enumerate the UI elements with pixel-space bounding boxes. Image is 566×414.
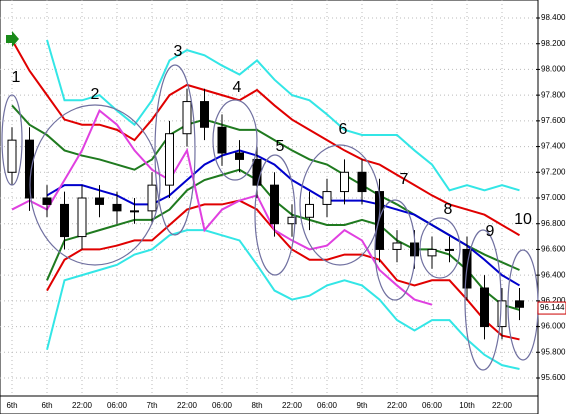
x-tick-label: 10th bbox=[459, 401, 475, 410]
candle-body bbox=[287, 216, 297, 225]
y-tick-label: 97.400 bbox=[541, 142, 566, 151]
x-tick-label: 06:00 bbox=[317, 401, 338, 410]
highlight-ellipse bbox=[29, 104, 161, 266]
candle-body bbox=[165, 133, 174, 186]
candle-body bbox=[25, 139, 34, 199]
x-tick-label: 06:00 bbox=[212, 401, 233, 410]
candle-body bbox=[270, 184, 279, 225]
y-tick-label: 98.000 bbox=[541, 65, 566, 74]
indicator-line bbox=[46, 199, 520, 341]
annotation-label: 10 bbox=[514, 211, 532, 228]
x-tick-label: 8th bbox=[251, 401, 262, 410]
x-tick-label: 7th bbox=[146, 401, 157, 410]
highlight-ellipse bbox=[419, 217, 461, 279]
candle-body bbox=[305, 203, 314, 218]
y-tick-label: 95.600 bbox=[541, 373, 566, 382]
y-tick-label: 96.400 bbox=[541, 270, 566, 279]
indicator-line bbox=[46, 149, 521, 287]
highlight-ellipse bbox=[464, 229, 502, 371]
indicator-line bbox=[46, 229, 520, 370]
annotation-label: 9 bbox=[486, 223, 495, 240]
x-tick-label: 22:00 bbox=[282, 401, 303, 410]
x-tick-label: 22:00 bbox=[177, 401, 198, 410]
annotation-label: 8 bbox=[444, 201, 453, 218]
y-tick-label: 95.800 bbox=[541, 347, 566, 356]
x-tick-label: 06:00 bbox=[107, 401, 128, 410]
annotation-label: 2 bbox=[91, 86, 100, 103]
y-tick-label: 96.800 bbox=[541, 219, 566, 228]
candle-body bbox=[480, 287, 489, 328]
x-tick-label: 06:00 bbox=[422, 401, 443, 410]
candle-body bbox=[252, 158, 262, 186]
candle-body bbox=[497, 300, 507, 328]
indicator-line bbox=[46, 39, 520, 192]
candle-body bbox=[7, 139, 17, 173]
highlight-ellipse bbox=[299, 144, 381, 266]
candle-body bbox=[235, 152, 244, 160]
y-tick-label: 97.000 bbox=[541, 193, 566, 202]
y-tick-label: 96.200 bbox=[541, 296, 566, 305]
candle-body bbox=[42, 197, 52, 205]
highlight-ellipse bbox=[154, 64, 196, 236]
last-price-label: 96.144 bbox=[540, 303, 565, 312]
x-axis-band bbox=[0, 395, 539, 414]
candle-body bbox=[112, 203, 122, 212]
annotation-label: 1 bbox=[12, 69, 21, 86]
y-tick-label: 96.000 bbox=[541, 322, 566, 331]
candle-body bbox=[322, 191, 332, 205]
highlight-ellipse bbox=[374, 199, 416, 301]
candle-body bbox=[427, 248, 437, 257]
candle-body bbox=[357, 171, 367, 193]
candle-body bbox=[147, 184, 157, 212]
highlight-ellipse bbox=[1, 94, 23, 186]
y-tick-label: 98.400 bbox=[541, 13, 566, 22]
candle-body bbox=[392, 242, 402, 250]
x-tick-label: 22:00 bbox=[72, 401, 93, 410]
candle-body bbox=[130, 210, 139, 213]
candle-body bbox=[200, 101, 209, 128]
candle-body bbox=[445, 248, 454, 251]
indicator-line bbox=[46, 168, 520, 311]
candle-body bbox=[217, 126, 227, 154]
candle-body bbox=[77, 197, 87, 238]
indicator-line bbox=[11, 108, 433, 306]
annotation-label: 6 bbox=[339, 121, 348, 138]
y-tick-label: 97.200 bbox=[541, 167, 566, 176]
y-tick-label: 97.800 bbox=[541, 90, 566, 99]
last-price-box bbox=[537, 301, 566, 315]
annotation-label: 7 bbox=[400, 171, 409, 188]
annotation-label: 3 bbox=[174, 43, 183, 60]
x-tick-label: 22:00 bbox=[387, 401, 408, 410]
candle-body bbox=[60, 203, 69, 238]
x-tick-label: 9th bbox=[356, 401, 367, 410]
candle-body bbox=[515, 300, 524, 308]
highlight-ellipse bbox=[212, 99, 258, 181]
arrow-marker bbox=[6, 31, 19, 47]
candle-body bbox=[340, 171, 349, 193]
annotation-label: 4 bbox=[233, 79, 242, 96]
y-tick-label: 97.600 bbox=[541, 116, 566, 125]
x-tick-label: 6th bbox=[6, 401, 17, 410]
indicator-line bbox=[11, 39, 521, 237]
candle-body bbox=[95, 197, 104, 205]
x-tick-label: 22:00 bbox=[492, 401, 513, 410]
highlight-ellipse bbox=[254, 154, 296, 276]
candle-body bbox=[182, 101, 192, 135]
y-tick-label: 98.200 bbox=[541, 39, 566, 48]
annotation-label: 5 bbox=[276, 138, 285, 155]
y-tick-label: 96.600 bbox=[541, 245, 566, 254]
x-tick-label: 6th bbox=[41, 401, 52, 410]
